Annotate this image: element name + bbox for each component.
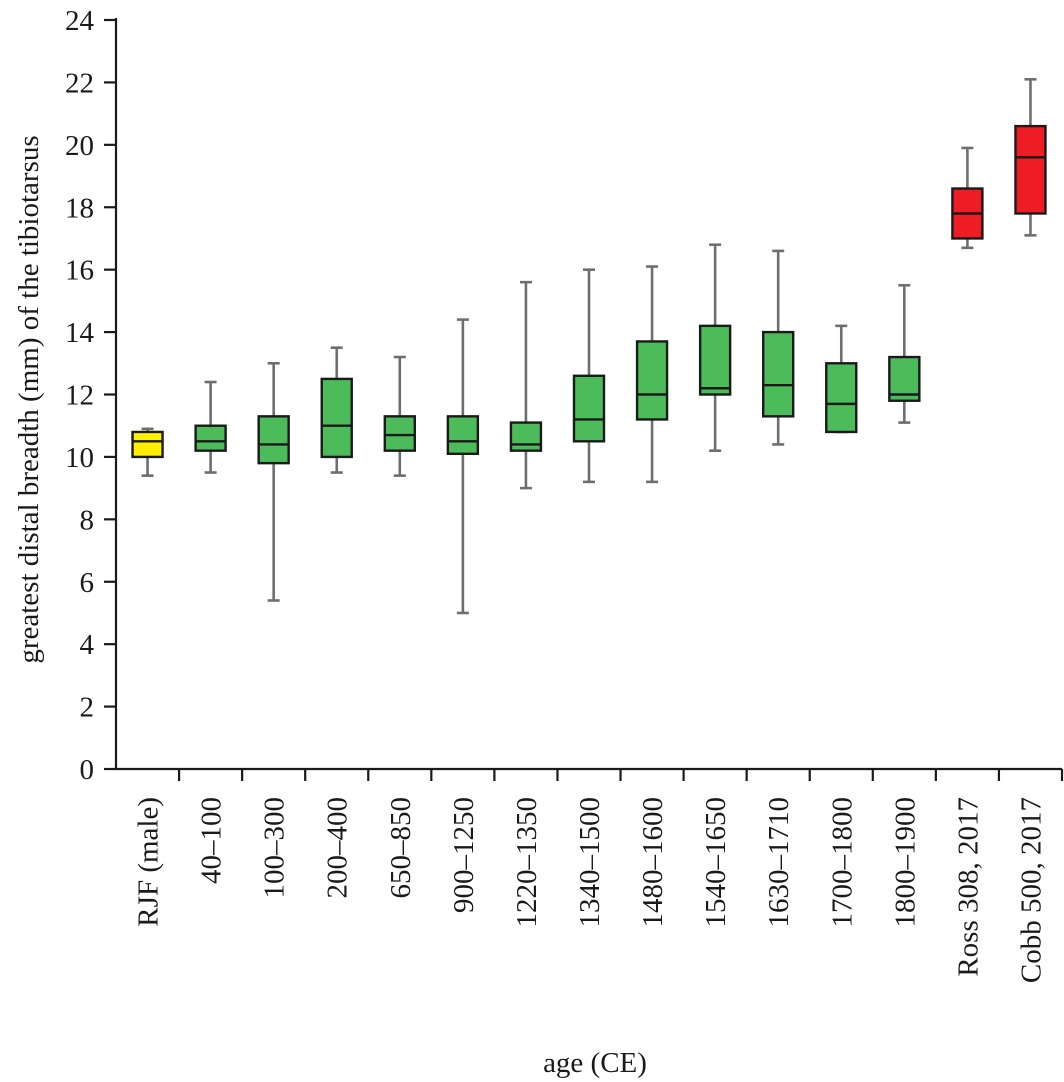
iqr-box xyxy=(383,415,416,452)
iqr-box xyxy=(257,415,290,465)
y-tick-label: 14 xyxy=(65,317,95,349)
y-tick-label: 18 xyxy=(65,192,94,224)
box-group xyxy=(825,324,858,434)
box-group xyxy=(320,346,353,474)
x-ticks: RJF (male) 40–100 100–300 200–400 650–850 900… xyxy=(133,769,1064,983)
box-group xyxy=(194,380,227,474)
box-group xyxy=(888,283,921,424)
y-tick-label: 20 xyxy=(65,130,94,162)
box-group xyxy=(509,280,543,490)
iqr-box xyxy=(131,430,164,459)
x-tick-label: Cobb 500, 2017 xyxy=(1015,797,1047,983)
iqr-box xyxy=(572,374,606,443)
box-group xyxy=(572,268,606,484)
x-tick-label: 100–300 xyxy=(259,797,291,899)
iqr-box xyxy=(825,362,858,434)
box-group xyxy=(446,318,480,615)
x-tick-label: 1700–1800 xyxy=(826,797,858,928)
x-tick-label: Ross 308, 2017 xyxy=(952,797,984,977)
x-tick-label: 200–400 xyxy=(322,797,354,899)
box-group xyxy=(698,243,732,452)
iqr-box xyxy=(446,415,480,455)
x-tick-label: 650–850 xyxy=(385,797,417,899)
y-tick-label: 4 xyxy=(80,629,95,661)
iqr-box xyxy=(320,377,353,459)
box-group xyxy=(131,427,164,477)
boxes xyxy=(131,77,1047,615)
y-tick-label: 8 xyxy=(80,504,95,536)
x-tick-label: 1540–1650 xyxy=(700,797,732,928)
y-tick-label: 12 xyxy=(65,380,94,412)
x-tick-label: 900–1250 xyxy=(448,797,480,913)
x-tick-label: 1340–1500 xyxy=(574,797,606,928)
box-group xyxy=(762,249,795,446)
box-group xyxy=(1014,77,1047,237)
y-tick-label: 2 xyxy=(80,692,95,724)
x-tick-label: 1480–1600 xyxy=(637,797,669,928)
box-group xyxy=(383,355,416,477)
x-tick-label: 1220–1350 xyxy=(511,797,543,928)
iqr-box xyxy=(762,330,795,418)
x-axis-title: age (CE) xyxy=(543,1047,647,1079)
iqr-box xyxy=(509,421,543,452)
y-tick-label: 24 xyxy=(65,5,95,37)
iqr-box xyxy=(698,324,732,396)
x-tick-label: 1800–1900 xyxy=(889,797,921,928)
x-tick-label: 1630–1710 xyxy=(763,797,795,928)
box-group xyxy=(257,361,290,602)
iqr-box xyxy=(1014,124,1047,215)
iqr-box xyxy=(635,340,669,421)
y-tick-label: 0 xyxy=(80,754,95,786)
y-tick-label: 22 xyxy=(65,67,94,99)
x-tick-label: RJF (male) xyxy=(133,797,165,927)
y-axis-title: greatest distal breadth (mm) of the tibi… xyxy=(13,135,45,663)
y-tick-label: 10 xyxy=(65,442,94,474)
box-group xyxy=(635,265,669,484)
box-group xyxy=(951,146,984,250)
x-tick-label: 40–100 xyxy=(196,797,228,884)
iqr-box xyxy=(194,424,227,452)
y-tick-label: 16 xyxy=(65,255,94,287)
y-tick-label: 6 xyxy=(80,567,95,599)
